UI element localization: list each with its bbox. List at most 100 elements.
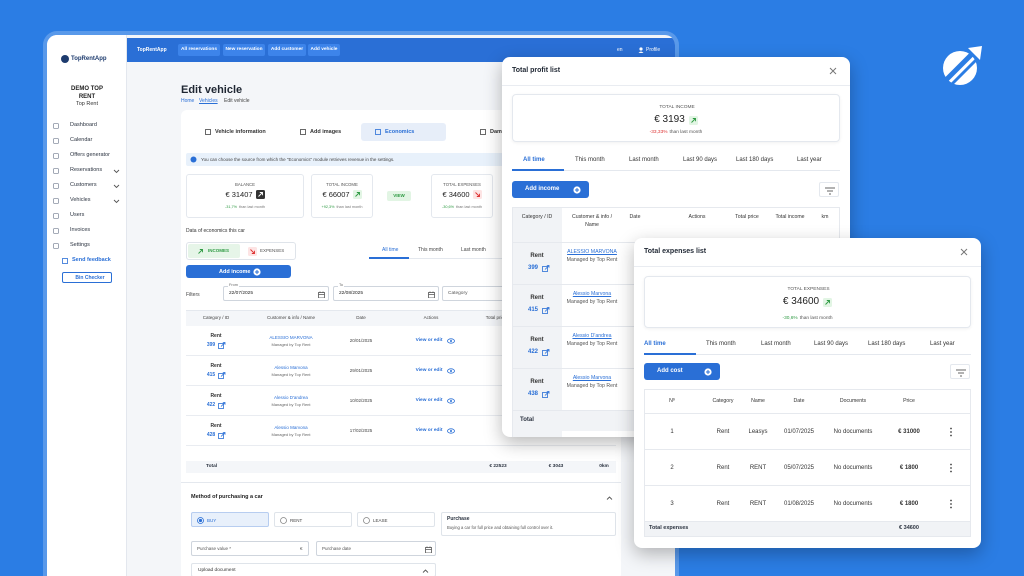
purchase-option[interactable]: RENT — [274, 512, 352, 527]
row-action[interactable]: View or edit — [415, 398, 443, 403]
add-button[interactable]: Add income — [512, 181, 589, 198]
filter-button[interactable] — [819, 182, 839, 197]
menu-item[interactable]: Customers — [70, 182, 97, 188]
menu-item[interactable]: Offers generator — [70, 152, 110, 158]
editor-tab[interactable]: Vehicle information — [191, 123, 281, 141]
row-category: Rent — [210, 393, 222, 399]
editor-tab[interactable]: Economics — [361, 123, 446, 141]
row-customer[interactable]: Alessio Marvona — [274, 365, 308, 370]
row-id[interactable]: 399 — [527, 265, 538, 271]
period-tab[interactable]: This month — [706, 341, 736, 347]
topbar-button[interactable]: Add customer — [268, 44, 306, 56]
period-tab[interactable]: All time — [644, 341, 666, 347]
send-feedback[interactable]: Send feedback — [72, 257, 111, 263]
period-tab[interactable]: Last year — [930, 341, 955, 347]
close-button[interactable] — [960, 248, 968, 256]
period-tab[interactable]: Last year — [797, 157, 822, 163]
topbar-button[interactable]: All reservations — [178, 44, 220, 56]
filter-button[interactable] — [950, 364, 970, 379]
menu-item[interactable]: Dashboard — [70, 122, 97, 128]
table-header-cell: Documents — [839, 398, 867, 404]
language[interactable]: en — [617, 47, 623, 53]
breadcrumb-item[interactable]: Vehicles — [199, 98, 218, 104]
toggle-expenses[interactable]: EXPENSES — [242, 244, 294, 258]
period-tab[interactable]: Last month — [761, 341, 791, 347]
summary-note: than last month — [336, 205, 363, 209]
period-tab[interactable]: All time — [523, 157, 545, 163]
purchase-option[interactable]: BUY — [191, 512, 269, 527]
menu-item[interactable]: Users — [70, 212, 85, 218]
income-expense-toggle: INCOMES EXPENSES — [186, 242, 296, 260]
row-customer[interactable]: Alessio Marvona — [572, 291, 612, 297]
purchase-value-input[interactable]: Purchase value * € — [191, 541, 309, 556]
menu-item[interactable]: Reservations — [70, 167, 103, 173]
period-tab[interactable]: This month — [575, 157, 605, 163]
add-income-button[interactable]: Add income — [186, 265, 291, 278]
editor-tab[interactable]: Damag — [466, 123, 536, 141]
table-header-cell: Total price — [735, 214, 759, 220]
row-id[interactable]: 422 — [527, 349, 538, 355]
row-action[interactable]: View or edit — [415, 368, 443, 373]
editor-tab-label: Economics — [385, 129, 415, 135]
period-tab[interactable]: All time — [382, 247, 399, 253]
period-tab[interactable]: Last month — [629, 157, 659, 163]
menu-icon-glyph — [53, 198, 59, 204]
method-title: Method of purchasing a car — [191, 494, 263, 500]
period-tab[interactable]: Last 90 days — [683, 157, 718, 163]
summary-card: TOTAL INCOME € 66007 +92,3% than last month — [311, 174, 373, 218]
summary-badge-glyph — [255, 190, 265, 200]
row-menu[interactable] — [949, 463, 953, 473]
editor-tab-label: Damag — [490, 129, 509, 135]
period-tab[interactable]: Last month — [461, 247, 486, 253]
bin-checker-button[interactable]: Bin Checker — [62, 272, 112, 283]
row-menu[interactable] — [949, 499, 953, 509]
topbar-button-label: Add customer — [270, 47, 304, 52]
row-customer[interactable]: Alessio Marvona — [274, 425, 308, 430]
row-id[interactable]: 415 — [527, 307, 538, 313]
row-id[interactable]: 428 — [206, 432, 216, 438]
purchase-option[interactable]: LEASE — [357, 512, 435, 527]
period-tab[interactable]: Last 90 days — [814, 341, 849, 347]
toggle-incomes[interactable]: INCOMES — [188, 244, 240, 258]
menu-icon-glyph — [53, 168, 59, 174]
upload-document[interactable]: Upload document — [191, 563, 436, 576]
collapse-chevron — [606, 495, 613, 501]
row-menu[interactable] — [949, 427, 953, 437]
purchase-date-input[interactable]: Purchase date — [316, 541, 436, 556]
table-header-cell: Name — [751, 398, 765, 404]
info-icon — [190, 156, 197, 163]
row-id[interactable]: 415 — [206, 372, 216, 378]
topbar-button[interactable]: Add vehicle — [308, 44, 340, 56]
close-button[interactable] — [829, 67, 837, 75]
row-customer[interactable]: ALESSIO MARVONA — [567, 249, 617, 255]
menu-item[interactable]: Vehicles — [70, 197, 91, 203]
period-tab[interactable]: Last 180 days — [736, 157, 774, 163]
add-button[interactable]: Add cost — [644, 363, 720, 380]
edit-icon — [218, 401, 226, 410]
row-action[interactable]: View or edit — [415, 428, 443, 433]
topbar-button[interactable]: New reservation — [223, 44, 265, 56]
tab-icon — [205, 129, 211, 135]
menu-item[interactable]: Calendar — [70, 137, 93, 143]
breadcrumb-item[interactable]: Home — [181, 98, 195, 104]
row-category: Rent — [210, 363, 222, 369]
date-input[interactable]: To 22/08/2025 — [333, 283, 439, 301]
row-id[interactable]: 438 — [527, 391, 538, 397]
row-customer[interactable]: Alessio Marvona — [572, 375, 612, 381]
row-customer[interactable]: Alessio D'andrea — [572, 333, 612, 339]
profile[interactable]: Profile — [646, 47, 661, 53]
menu-item[interactable]: Invoices — [70, 227, 91, 233]
period-tab[interactable]: Last 180 days — [868, 341, 906, 347]
row-customer[interactable]: Alessio D'andrea — [274, 395, 308, 400]
edit-icon — [218, 341, 226, 350]
row-customer[interactable]: ALESSIO MARVONA — [269, 335, 313, 340]
row-id[interactable]: 422 — [206, 402, 216, 408]
view-button[interactable]: VIEW — [387, 191, 411, 201]
editor-tab[interactable]: Add images — [286, 123, 361, 141]
row-id[interactable]: 399 — [206, 342, 216, 348]
date-input[interactable]: From 22/07/2025 — [223, 283, 329, 301]
menu-item[interactable]: Settings — [70, 242, 90, 248]
row-category: Rent — [530, 379, 544, 385]
period-tab[interactable]: This month — [418, 247, 443, 253]
row-action[interactable]: View or edit — [415, 338, 443, 343]
